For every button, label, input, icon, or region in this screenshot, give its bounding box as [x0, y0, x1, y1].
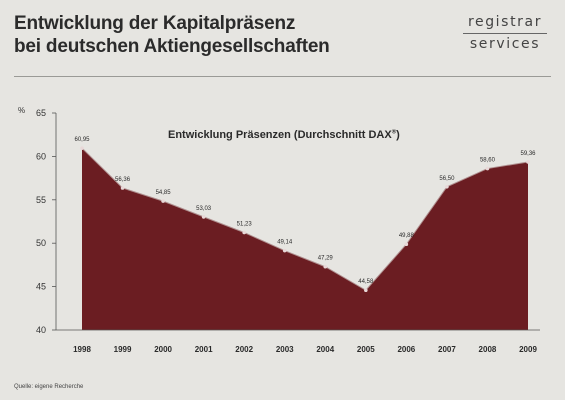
logo-line1: registrar: [467, 14, 543, 30]
y-tick-label: 40: [36, 325, 46, 335]
page-title-line2: bei deutschen Aktiengesellschaften: [14, 36, 330, 57]
data-point: [485, 166, 490, 171]
series-line: [81, 147, 529, 291]
x-tick-label: 2001: [195, 345, 213, 354]
x-tick-label: 2000: [154, 345, 172, 354]
data-point: [80, 146, 84, 150]
data-point: [526, 160, 530, 164]
y-tick-label: 45: [36, 282, 46, 292]
x-tick-label: 1999: [114, 345, 132, 354]
company-logo: registrar services: [463, 14, 547, 53]
data-label: 56,36: [115, 177, 131, 183]
logo-divider: [463, 33, 547, 34]
data-label: 60,95: [74, 137, 90, 143]
data-label: 59,36: [520, 151, 536, 157]
data-label: 51,23: [237, 222, 253, 228]
data-label: 56,50: [439, 176, 455, 182]
data-point: [323, 264, 328, 269]
data-label: 49,88: [399, 233, 415, 239]
y-axis-unit: %: [18, 106, 26, 115]
data-point: [364, 288, 368, 293]
y-tick-label: 55: [36, 195, 46, 205]
source-note: Quelle: eigene Recherche: [14, 384, 84, 390]
data-point: [161, 199, 165, 203]
data-point: [445, 184, 449, 189]
data-label: 54,85: [156, 190, 172, 196]
data-label: 53,03: [196, 206, 212, 212]
x-tick-label: 2006: [397, 345, 415, 354]
data-point: [120, 186, 125, 190]
data-label: 49,14: [277, 240, 293, 246]
chart-title-text: Entwicklung Präsenzen (Durchschnitt DAX: [168, 129, 392, 141]
header-divider: [14, 76, 551, 77]
x-tick-label: 2008: [479, 345, 497, 354]
data-label: 58,60: [480, 158, 496, 164]
logo-line2: services: [469, 36, 541, 52]
x-tick-label: 2003: [276, 345, 294, 354]
chart-title-close: ): [396, 129, 400, 141]
x-tick-label: 2002: [235, 345, 253, 354]
data-point: [282, 248, 287, 253]
x-tick-label: 2007: [438, 345, 456, 354]
page-title-line1: Entwicklung der Kapitalpräsenz: [14, 13, 296, 34]
data-label: 44,58: [358, 279, 374, 285]
chart-title: Entwicklung Präsenzen (Durchschnitt DAX®…: [168, 129, 400, 141]
x-tick-label: 2004: [316, 345, 334, 354]
data-label: 47,29: [318, 256, 334, 262]
y-tick-label: 60: [36, 151, 46, 161]
data-point: [201, 215, 206, 219]
x-tick-label: 2009: [519, 345, 537, 354]
chart-title-registered-mark: ®: [391, 129, 397, 136]
y-tick-label: 65: [36, 108, 46, 118]
x-tick-label: 2005: [357, 345, 375, 354]
y-tick-label: 50: [36, 238, 46, 248]
page-title: Entwicklung der Kapitalpräsenz bei deuts…: [14, 12, 330, 58]
data-point: [404, 242, 409, 247]
data-point: [242, 230, 246, 235]
x-tick-label: 1998: [73, 345, 91, 354]
area-fill: [82, 148, 528, 330]
